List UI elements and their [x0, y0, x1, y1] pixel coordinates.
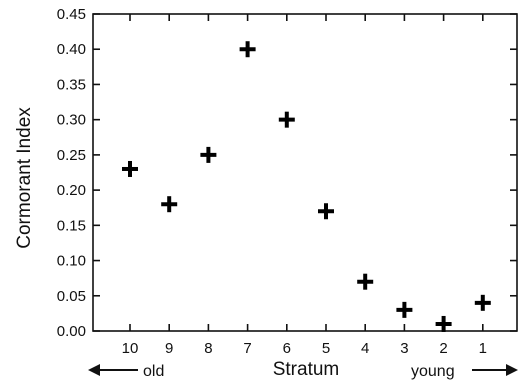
data-points	[122, 41, 491, 332]
data-point	[239, 41, 256, 58]
x-tick-label: 5	[322, 340, 330, 357]
y-tick-label: 0.25	[57, 147, 86, 164]
x-tick-label: 2	[439, 340, 447, 357]
y-tick-label: 0.35	[57, 76, 86, 93]
data-point	[122, 160, 138, 177]
old-arrow	[88, 364, 138, 376]
plot-border	[92, 13, 518, 332]
data-point	[474, 294, 491, 311]
x-tick-label: 6	[283, 340, 291, 357]
x-axis: 10 9 8 7 6 5 4 3 2 1	[122, 14, 487, 357]
data-point	[161, 196, 178, 213]
y-tick-label: 0.05	[57, 288, 86, 305]
data-point	[200, 146, 217, 163]
y-tick-label: 0.10	[57, 253, 86, 270]
x-tick-label: 1	[479, 340, 487, 357]
x-tick-label: 4	[361, 340, 369, 357]
y-tick-label: 0.40	[57, 41, 86, 58]
young-label: young	[411, 363, 455, 380]
plot-frame	[92, 13, 518, 332]
young-arrow	[472, 364, 518, 376]
data-point	[435, 315, 452, 332]
y-tick-label: 0.45	[57, 6, 86, 23]
y-axis-title: Cormorant Index	[14, 107, 35, 249]
x-tick-label: 7	[243, 340, 251, 357]
old-label: old	[143, 363, 164, 380]
x-tick-label: 10	[122, 340, 139, 357]
data-point	[396, 301, 413, 318]
y-tick-label: 0.20	[57, 182, 86, 199]
x-axis-title: Stratum	[273, 359, 340, 380]
x-tick-label: 9	[165, 340, 173, 357]
y-tick-label: 0.15	[57, 217, 86, 234]
y-axis: 0.00 0.05 0.10 0.15 0.20 0.25 0.30 0.35 0.40 0.45	[57, 6, 517, 340]
y-tick-label: 0.30	[57, 112, 86, 129]
y-tick-label: 0.00	[57, 323, 86, 340]
data-point	[318, 203, 334, 220]
data-point	[278, 111, 295, 128]
x-tick-label: 8	[204, 340, 212, 357]
x-tick-label: 3	[400, 340, 408, 357]
data-point	[357, 273, 374, 290]
